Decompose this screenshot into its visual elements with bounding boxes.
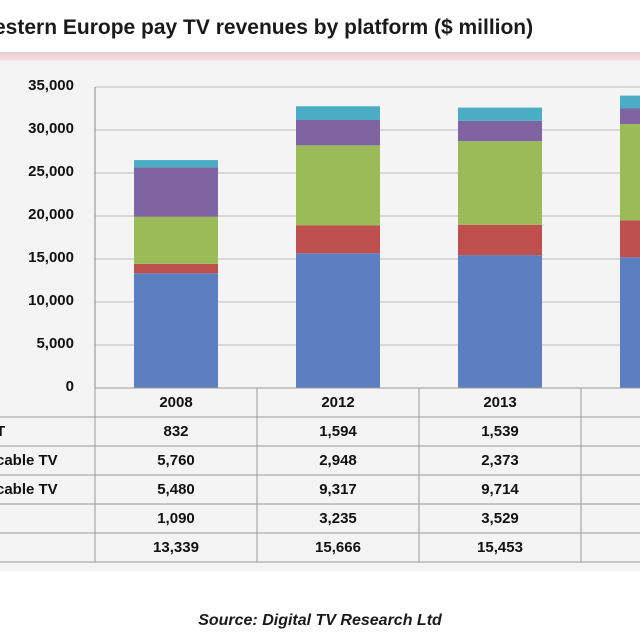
y-tick-label: 5,000 [36,335,74,352]
title-rule [0,52,640,61]
y-tick-label: 10,000 [28,292,74,309]
table-cell: 15,453 [477,539,523,556]
table-row-label: T [0,423,6,440]
table-cell: 5,760 [157,452,195,469]
table-cell: 1 [581,423,640,440]
table-cell: 2,373 [481,452,519,469]
y-tick-label: 15,000 [28,249,74,266]
y-tick-label: 0 [65,378,74,395]
table-cell: 9,714 [481,481,519,498]
y-tick-label: 30,000 [28,120,74,137]
table-cell: 1 [581,539,640,556]
source-note: Source: Digital TV Research Ltd [198,612,442,629]
table-cell: 15,666 [315,539,361,556]
table-cell: 1,539 [481,423,519,440]
y-tick-label: 20,000 [28,206,74,223]
y-tick-label: 25,000 [28,163,74,180]
table-cell: 9,317 [319,481,357,498]
table-cell: 832 [163,423,189,440]
category-label: 2008 [159,394,193,411]
y-tick-label: 35,000 [28,77,74,94]
table-cell: 3,529 [481,510,519,527]
table-cell: 3,235 [319,510,357,527]
category-label: 2013 [483,394,517,411]
category-label: 2 [581,394,640,411]
category-label: 2012 [321,394,355,411]
chart-title: estern Europe pay TV revenues by platfor… [0,16,534,39]
table-cell: 2,948 [319,452,357,469]
table-cell: 4 [581,510,640,527]
table-row-label: cable TV [0,452,58,469]
table-cell: 1 [581,481,640,498]
table-cell: 5,480 [157,481,195,498]
table-cell: 1,090 [157,510,195,527]
table-row-label: cable TV [0,481,58,498]
table-cell: 1,594 [319,423,357,440]
table-cell: 13,339 [153,539,199,556]
